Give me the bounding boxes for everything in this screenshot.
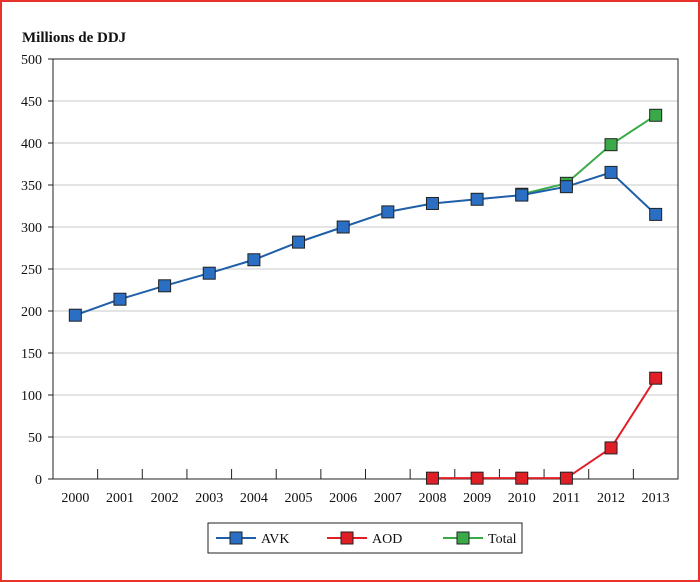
series-markers xyxy=(68,108,663,485)
marker-aod-2012 xyxy=(604,441,618,455)
y-tick-label: 350 xyxy=(21,179,42,194)
legend-marker-total xyxy=(456,531,470,545)
marker-avk-2012 xyxy=(604,165,618,179)
marker-aod-2009 xyxy=(470,471,484,485)
legend-marker-avk xyxy=(229,531,243,545)
marker-avk-2010 xyxy=(515,188,529,202)
marker-total-2012 xyxy=(604,138,618,152)
y-tick-label: 50 xyxy=(28,431,42,446)
y-tick-label: 150 xyxy=(21,347,42,362)
marker-aod-2010 xyxy=(515,471,529,485)
x-tick-label: 2008 xyxy=(418,491,446,506)
x-tick-label: 2007 xyxy=(374,491,402,506)
series-line-total xyxy=(521,114,657,196)
marker-avk-2001 xyxy=(113,292,127,306)
x-tick-label: 2012 xyxy=(597,491,625,506)
marker-aod-2011 xyxy=(559,471,573,485)
marker-avk-2002 xyxy=(158,279,172,293)
marker-avk-2009 xyxy=(470,192,484,206)
marker-avk-2005 xyxy=(292,235,306,249)
legend-label-aod: AOD xyxy=(372,532,402,547)
x-tick-label: 2013 xyxy=(642,491,670,506)
y-tick-label: 300 xyxy=(21,221,42,236)
marker-avk-2011 xyxy=(559,180,573,194)
marker-avk-2003 xyxy=(202,266,216,280)
marker-avk-2013 xyxy=(649,207,663,221)
x-tick-label: 2009 xyxy=(463,491,491,506)
marker-avk-2007 xyxy=(381,205,395,219)
x-axis: 2000 2001 2002 2003 2004 2005 2006 2007 2008 2009… xyxy=(61,469,670,506)
y-tick-label: 450 xyxy=(21,95,42,110)
x-tick-label: 2002 xyxy=(151,491,179,506)
y-tick-label: 0 xyxy=(35,473,42,488)
series-line-avk xyxy=(74,171,657,317)
y-axis: 0 50 100 150 200 250 300 350 400 450 500 xyxy=(21,53,53,488)
x-tick-label: 2003 xyxy=(195,491,223,506)
y-tick-label: 400 xyxy=(21,137,42,152)
legend-label-total: Total xyxy=(488,532,517,547)
y-axis-title: Millions de DDJ xyxy=(22,30,127,46)
marker-avk-2004 xyxy=(247,253,261,267)
y-tick-label: 250 xyxy=(21,263,42,278)
series-lines xyxy=(74,114,657,480)
marker-avk-2000 xyxy=(68,308,82,322)
legend-label-avk: AVK xyxy=(261,532,290,547)
x-tick-label: 2005 xyxy=(285,491,313,506)
marker-total-2013 xyxy=(649,108,663,122)
x-tick-label: 2011 xyxy=(553,491,580,506)
y-tick-label: 100 xyxy=(21,389,42,404)
x-tick-label: 2010 xyxy=(508,491,536,506)
x-tick-label: 2001 xyxy=(106,491,134,506)
legend: AVK AOD Total xyxy=(207,522,523,554)
y-tick-label: 500 xyxy=(21,53,42,68)
x-tick-label: 2006 xyxy=(329,491,357,506)
legend-marker-aod xyxy=(340,531,354,545)
y-tick-label: 200 xyxy=(21,305,42,320)
marker-aod-2008 xyxy=(425,471,439,485)
marker-avk-2006 xyxy=(336,220,350,234)
marker-aod-2013 xyxy=(649,371,663,385)
x-tick-label: 2000 xyxy=(61,491,89,506)
x-tick-label: 2004 xyxy=(240,491,268,506)
series-line-aod xyxy=(432,377,657,480)
gridlines xyxy=(53,100,678,438)
marker-avk-2008 xyxy=(425,196,439,210)
